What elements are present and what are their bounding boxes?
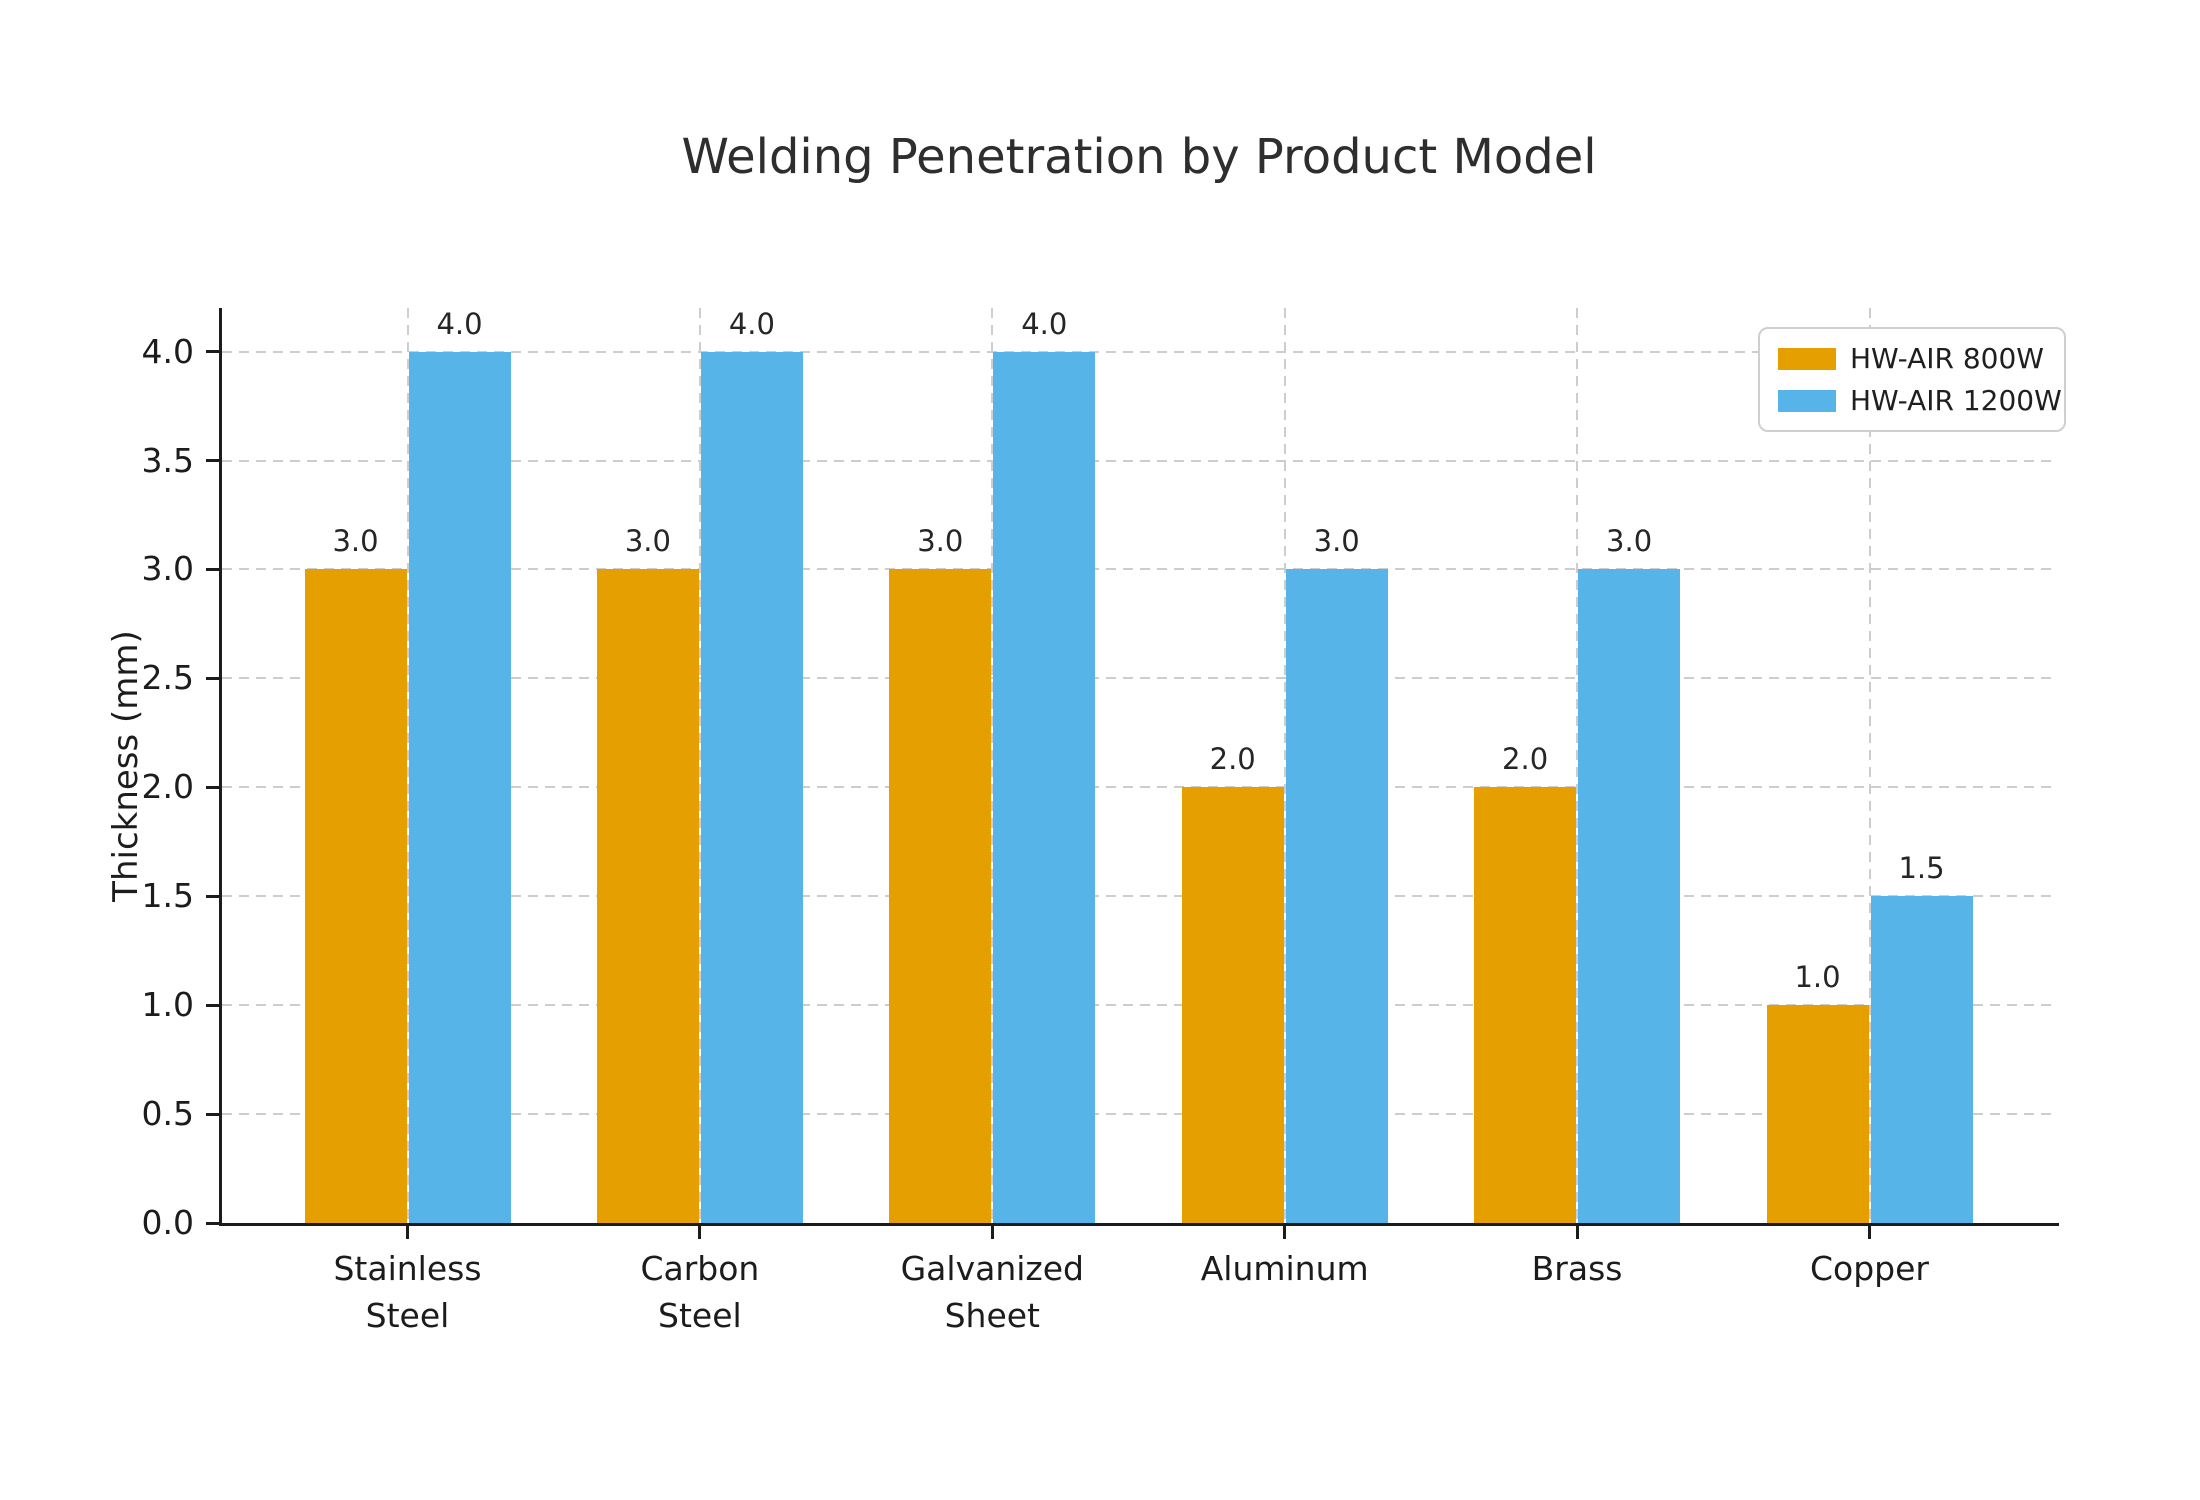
gridline-vertical (991, 308, 994, 1223)
gridline-vertical (1576, 308, 1579, 1223)
x-tick-label: Carbon Steel (640, 1249, 760, 1335)
bar-value-label: 3.0 (332, 524, 379, 559)
y-tick-label: 3.5 (141, 440, 194, 480)
bar-value-label: 3.0 (1313, 524, 1360, 559)
gridline-horizontal (222, 459, 2056, 462)
bar-value-label: 1.5 (1898, 851, 1945, 886)
gridline-horizontal (222, 895, 2056, 898)
bar-1200w (993, 351, 1096, 1223)
bar-1200w (408, 351, 511, 1223)
x-axis-tick (1868, 1226, 1871, 1239)
x-axis-tick (406, 1226, 409, 1239)
chart-title: Welding Penetration by Product Model (681, 129, 1597, 185)
gridline-horizontal (222, 677, 2056, 680)
y-axis-tick (206, 567, 219, 571)
legend: HW-AIR 800W HW-AIR 1200W (1758, 327, 2066, 432)
y-axis-tick (206, 894, 219, 898)
y-axis-tick (206, 1112, 219, 1116)
y-axis-tick (206, 1221, 219, 1225)
bar-value-label: 4.0 (728, 306, 775, 341)
x-axis-spine (219, 1223, 2059, 1226)
bar-1200w (700, 351, 803, 1223)
x-tick-label: Brass (1531, 1249, 1623, 1288)
bar-800w (596, 569, 699, 1223)
bar-value-label: 4.0 (1021, 306, 1068, 341)
gridline-horizontal (222, 568, 2056, 571)
gridline-horizontal (222, 786, 2056, 789)
bar-800w (1474, 787, 1577, 1223)
x-axis-tick (990, 1226, 994, 1239)
y-tick-label: 0.0 (141, 1203, 194, 1242)
gridline-vertical (1283, 308, 1286, 1223)
bar-800w (304, 569, 407, 1223)
gridline-horizontal (222, 350, 2056, 353)
y-tick-label: 4.0 (141, 331, 194, 371)
y-tick-label: 2.0 (141, 767, 194, 807)
y-axis-tick (206, 676, 219, 680)
bar-1200w (1870, 896, 1973, 1223)
bar-value-label: 2.0 (1209, 742, 1256, 777)
y-axis-tick (206, 785, 219, 789)
y-tick-label: 0.5 (141, 1094, 194, 1134)
x-tick-label: Galvanized Sheet (900, 1249, 1084, 1335)
y-axis-tick (206, 350, 219, 354)
legend-label: HW-AIR 800W (1850, 342, 2044, 375)
y-axis-tick (206, 459, 219, 462)
y-tick-label: 1.5 (141, 876, 194, 916)
legend-swatch-icon (1778, 389, 1836, 412)
bar-value-label: 3.0 (624, 524, 671, 559)
bar-value-label: 2.0 (1502, 742, 1549, 777)
y-tick-label: 3.0 (141, 549, 194, 589)
gridline-horizontal (222, 1113, 2056, 1116)
x-tick-label: Aluminum (1200, 1249, 1369, 1288)
x-axis-tick (1283, 1226, 1287, 1239)
bar-800w (889, 569, 992, 1223)
bar-1200w (1285, 569, 1388, 1223)
y-axis-tick (206, 1003, 219, 1007)
legend-item: HW-AIR 800W (1778, 342, 2046, 375)
bar-value-label: 4.0 (436, 306, 483, 341)
x-axis-tick (1575, 1226, 1579, 1239)
gridline-vertical (1868, 308, 1871, 1223)
y-tick-label: 1.0 (141, 985, 194, 1025)
y-tick-label: 2.5 (141, 658, 194, 698)
x-tick-label: Copper (1810, 1249, 1929, 1288)
y-axis-spine (219, 308, 222, 1226)
gridline-vertical (406, 308, 409, 1223)
legend-item: HW-AIR 1200W (1778, 384, 2062, 417)
bar-1200w (1578, 569, 1681, 1223)
bar-value-label: 3.0 (917, 524, 964, 559)
bar-value-label: 3.0 (1606, 524, 1653, 559)
bar-800w (1766, 1005, 1869, 1223)
legend-swatch-icon (1778, 347, 1836, 370)
x-tick-label: Stainless Steel (333, 1249, 482, 1335)
gridline-horizontal (222, 1004, 2056, 1007)
x-axis-tick (698, 1226, 702, 1239)
legend-label: HW-AIR 1200W (1850, 384, 2062, 417)
bar-800w (1181, 787, 1284, 1223)
bar-value-label: 1.0 (1794, 960, 1841, 995)
gridline-vertical (698, 308, 701, 1223)
